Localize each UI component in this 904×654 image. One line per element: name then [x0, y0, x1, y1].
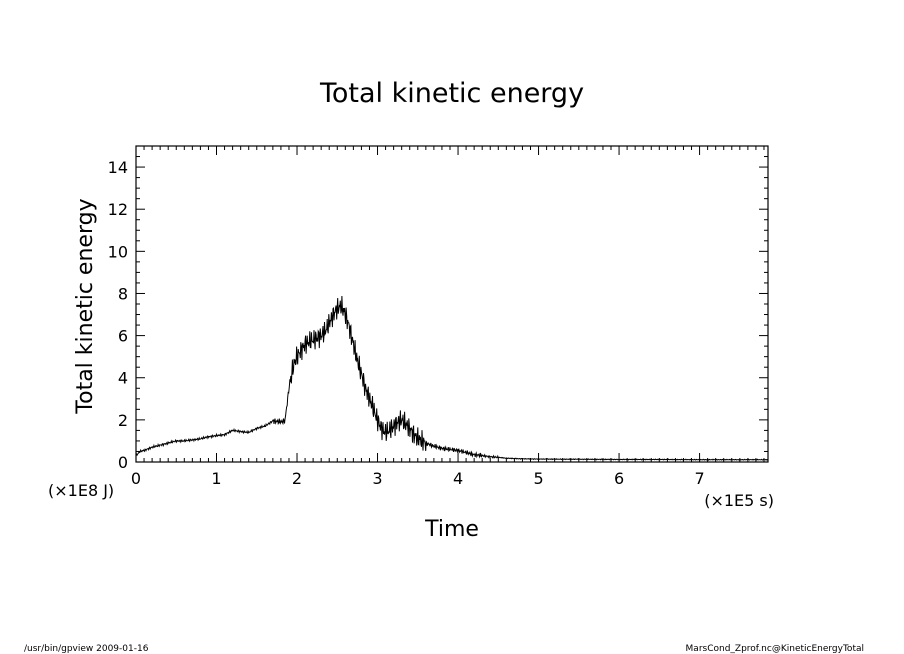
y-tick-label: 4: [118, 369, 128, 388]
y-tick-label: 2: [118, 411, 128, 430]
x-tick-label: 0: [131, 469, 141, 488]
y-tick-label: 6: [118, 327, 128, 346]
x-tick-label: 5: [533, 469, 543, 488]
footer-left-text: /usr/bin/gpview 2009-01-16: [24, 644, 149, 654]
y-tick-label: 10: [108, 242, 128, 261]
chart-title: Total kinetic energy: [319, 78, 584, 109]
footer-right-text: MarsCond_Zprof.nc@KineticEnergyTotal: [686, 644, 864, 654]
x-tick-label: 7: [694, 469, 704, 488]
series-line: [135, 295, 768, 461]
y-axis-unit: (×1E8 J): [48, 481, 114, 500]
plot-frame: [135, 145, 769, 463]
x-axis-unit: (×1E5 s): [704, 491, 774, 510]
y-tick-label: 0: [118, 453, 128, 472]
y-axis-label: Total kinetic energy: [73, 198, 98, 414]
x-tick-label: 3: [372, 469, 382, 488]
x-tick-label: 4: [453, 469, 463, 488]
x-tick-label: 2: [292, 469, 302, 488]
y-tick-label: 12: [108, 200, 128, 219]
y-tick-label: 14: [108, 158, 128, 177]
x-tick-label: 6: [614, 469, 624, 488]
x-axis-label: Time: [424, 517, 479, 542]
y-axis-ticks: 0 2 4 6 8 10 12 14: [108, 145, 768, 472]
x-tick-label: 1: [211, 469, 221, 488]
x-axis-ticks: 0 1 2 3 4 5 6 7: [131, 146, 765, 488]
y-tick-label: 8: [118, 284, 128, 303]
